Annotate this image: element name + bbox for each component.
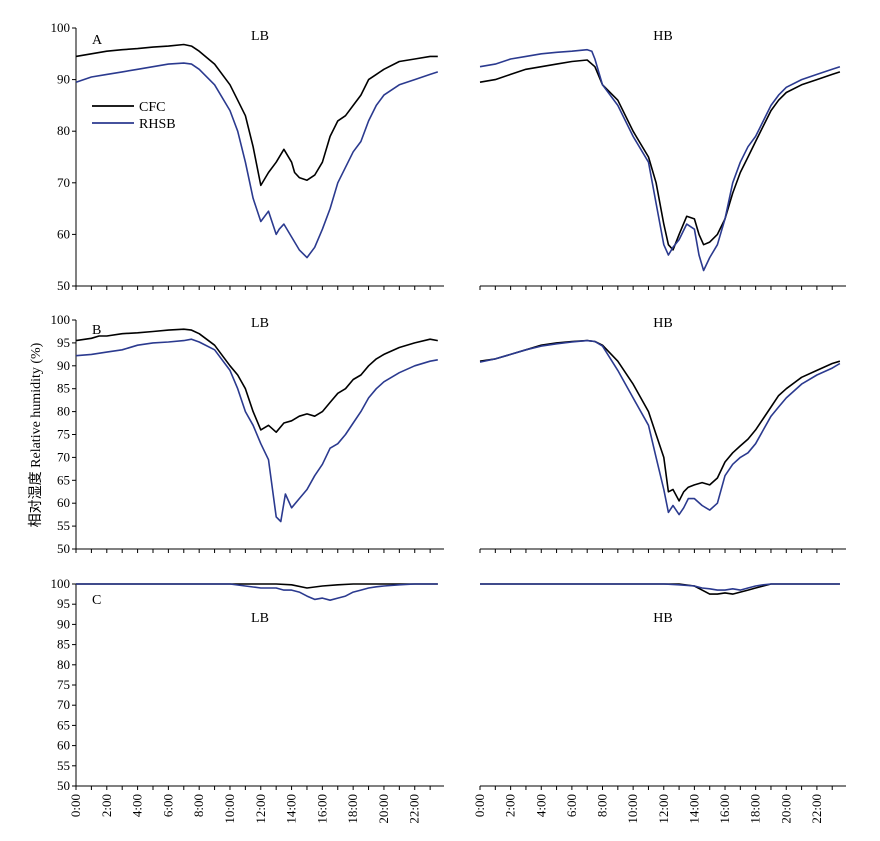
x-tick-label: 2:00 — [503, 794, 518, 817]
x-tick-label: 0:00 — [68, 794, 83, 817]
subplot-title: HB — [653, 316, 672, 331]
y-tick-label: 80 — [57, 404, 70, 419]
series-line-rhsb — [480, 583, 840, 591]
y-tick-label: 70 — [57, 449, 70, 464]
panel-letter: B — [92, 323, 101, 338]
y-tick-label: 75 — [57, 427, 70, 442]
y-tick-label: 60 — [57, 738, 70, 753]
x-tick-label: 8:00 — [595, 794, 610, 817]
y-tick-label: 55 — [57, 758, 70, 773]
y-tick-label: 95 — [57, 335, 70, 350]
y-tick-label: 70 — [57, 697, 70, 712]
x-tick-label: 18:00 — [748, 794, 763, 824]
y-tick-label: 50 — [57, 778, 70, 793]
y-tick-label: 85 — [57, 637, 70, 652]
panel-letter: C — [92, 593, 101, 608]
series-layer — [75, 43, 841, 601]
series-line-cfc — [479, 59, 841, 251]
subplot-title: HB — [653, 29, 672, 44]
series-line-cfc — [480, 583, 840, 595]
x-tick-label: 14:00 — [686, 794, 701, 824]
x-tick-label: 22:00 — [809, 794, 824, 824]
y-tick-label: 55 — [57, 518, 70, 533]
x-tick-label: 12:00 — [253, 794, 268, 824]
y-tick-label: 90 — [57, 616, 70, 631]
x-tick-label: 12:00 — [656, 794, 671, 824]
label-layer: 50 60 70 80 90 100 A LB HB 50 55 60 65 70 75 80 85 90 95 10… — [51, 20, 824, 824]
x-tick-label: 10:00 — [222, 794, 237, 824]
x-tick-label: 10:00 — [625, 794, 640, 824]
subplot-title: LB — [251, 611, 269, 626]
legend-label-cfc: CFC — [139, 100, 165, 115]
y-tick-label: 90 — [57, 72, 70, 87]
y-tick-label: 50 — [57, 278, 70, 293]
x-tick-label: 6:00 — [564, 794, 579, 817]
subplot-title: LB — [251, 316, 269, 331]
series-line-rhsb — [479, 48, 841, 272]
y-tick-label: 60 — [57, 495, 70, 510]
y-tick-label: 80 — [57, 657, 70, 672]
y-tick-label: 70 — [57, 175, 70, 190]
y-tick-label: 100 — [51, 312, 71, 327]
x-tick-label: 20:00 — [778, 794, 793, 824]
y-tick-label: 75 — [57, 677, 70, 692]
x-tick-label: 0:00 — [472, 794, 487, 817]
x-tick-label: 20:00 — [376, 794, 391, 824]
x-tick-label: 14:00 — [284, 794, 299, 824]
y-tick-label: 85 — [57, 381, 70, 396]
x-tick-label: 4:00 — [130, 794, 145, 817]
y-axis-label: 相对湿度 Relative humidity (%) — [28, 342, 44, 527]
y-tick-label: 80 — [57, 123, 70, 138]
series-line-cfc — [75, 328, 438, 433]
x-tick-label: 2:00 — [99, 794, 114, 817]
y-tick-label: 100 — [51, 576, 71, 591]
y-tick-label: 100 — [51, 20, 71, 35]
series-line-rhsb — [75, 338, 438, 523]
series-line-rhsb — [479, 339, 841, 516]
x-tick-label: 22:00 — [407, 794, 422, 824]
y-tick-label: 50 — [57, 541, 70, 556]
subplot-title: HB — [653, 611, 672, 626]
y-tick-label: 90 — [57, 358, 70, 373]
x-tick-label: 16:00 — [717, 794, 732, 824]
x-tick-label: 4:00 — [533, 794, 548, 817]
y-tick-label: 95 — [57, 596, 70, 611]
x-tick-label: 6:00 — [160, 794, 175, 817]
y-tick-label: 65 — [57, 717, 70, 732]
x-tick-label: 8:00 — [191, 794, 206, 817]
panel-letter: A — [92, 33, 103, 48]
axes-layer — [72, 27, 846, 790]
legend-label-rhsb: RHSB — [139, 117, 176, 132]
x-tick-label: 16:00 — [314, 794, 329, 824]
y-tick-label: 60 — [57, 226, 70, 241]
series-line-cfc — [75, 43, 438, 187]
y-tick-label: 65 — [57, 472, 70, 487]
series-line-rhsb — [75, 62, 439, 259]
subplot-title: LB — [251, 29, 269, 44]
series-line-rhsb — [76, 583, 438, 601]
x-tick-label: 18:00 — [345, 794, 360, 824]
legend: CFC RHSB — [92, 100, 176, 132]
